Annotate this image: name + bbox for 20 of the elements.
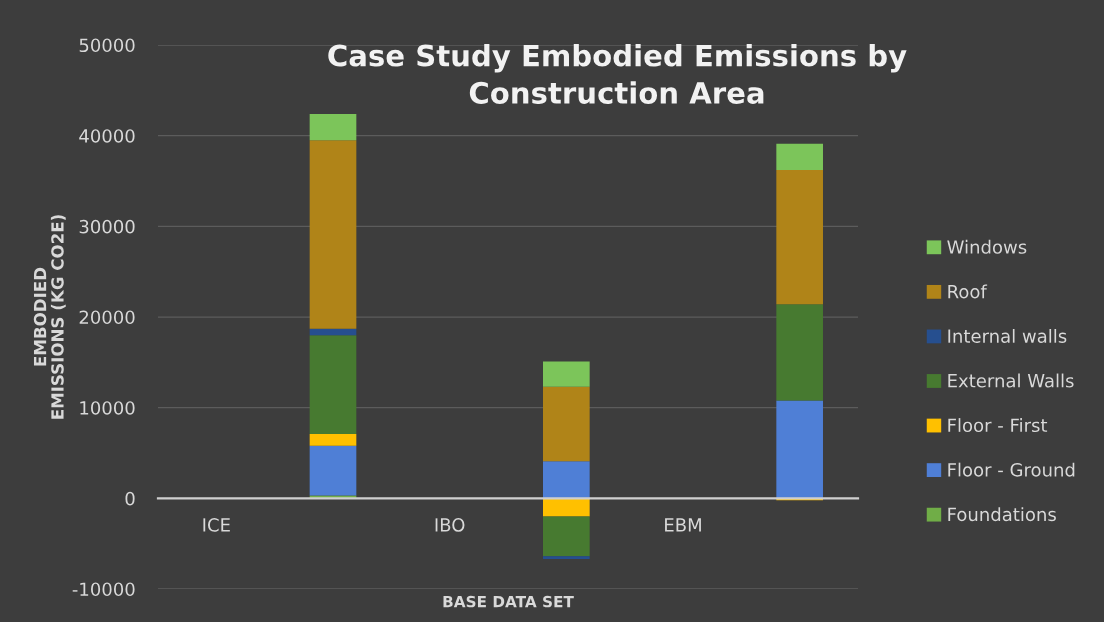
x-axis-title: BASE DATA SET [443, 595, 574, 608]
x-tick-label: ICE [203, 518, 230, 532]
y-tick-label: 40000 [79, 129, 135, 143]
y-tick-label: -10000 [72, 582, 135, 597]
legend-label: External Walls [948, 373, 1074, 388]
y-tick-label: 10000 [80, 401, 135, 415]
chart-title: Case Study Embodied Emissions by Construction Area [328, 44, 907, 104]
legend-label: Floor - Ground [948, 462, 1075, 477]
legend-label: Floor - First [948, 418, 1048, 433]
legend-label: Foundations [948, 507, 1056, 522]
x-tick-label: EBM [665, 518, 701, 532]
legend-label: Internal walls [948, 328, 1067, 343]
x-tick-label: IBO [435, 518, 465, 532]
y-tick-label: 20000 [79, 310, 135, 325]
y-tick-label: 50000 [79, 38, 135, 53]
legend-label: Roof [948, 284, 988, 299]
legend-label: Windows [947, 239, 1027, 254]
y-tick-label: 30000 [79, 219, 135, 234]
y-axis-title: EMBODIED EMISSIONS (KG CO2E) [33, 215, 66, 419]
y-tick-label: 0 [125, 491, 135, 506]
